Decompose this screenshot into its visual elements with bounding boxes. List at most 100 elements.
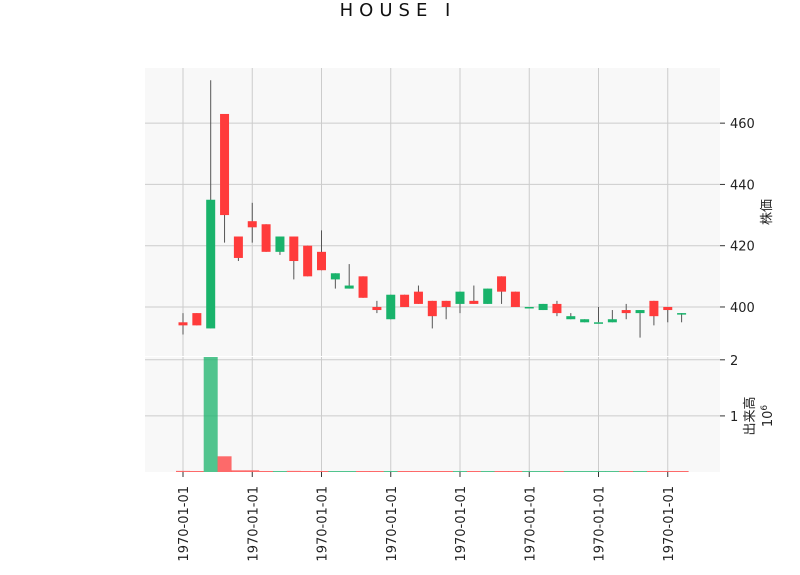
volume-tick-label: 2 xyxy=(730,354,738,369)
volume-bar xyxy=(439,471,454,472)
volume-bar xyxy=(466,471,481,472)
volume-bar xyxy=(259,471,274,472)
candle-body xyxy=(192,313,202,326)
x-tick-label: 1970-01-01 xyxy=(385,486,400,562)
candle-body xyxy=(566,316,576,320)
candle-body xyxy=(372,306,382,311)
volume-panel-background xyxy=(145,357,720,472)
x-tick-label: 1970-01-01 xyxy=(593,486,608,562)
volume-bar xyxy=(522,471,537,472)
volume-bars xyxy=(176,357,689,472)
volume-bar xyxy=(383,471,398,472)
volume-grid xyxy=(145,357,720,472)
volume-exponent-base: 10 xyxy=(761,411,776,428)
candle-body xyxy=(400,294,410,307)
candle-body xyxy=(441,300,451,307)
candle-body xyxy=(358,276,368,298)
price-axis-label: 株価 xyxy=(760,199,775,225)
volume-bar xyxy=(245,470,260,472)
volume-bar xyxy=(674,471,689,472)
volume-panel: 12 出来高 106 xyxy=(145,354,776,472)
candle-body xyxy=(594,322,603,324)
candle-body xyxy=(233,236,243,258)
volume-axis: 12 xyxy=(720,354,738,425)
x-axis: 1970-01-01 1970-01-01 1970-01-01 1970-01-01… xyxy=(177,472,677,562)
candle-body xyxy=(303,245,313,277)
x-tick-label: 1970-01-01 xyxy=(316,486,331,562)
volume-bar xyxy=(189,471,204,472)
volume-bar xyxy=(231,470,246,472)
candle-body xyxy=(552,303,562,314)
volume-tick-label: 1 xyxy=(730,410,738,425)
candles xyxy=(178,80,687,338)
volume-bar xyxy=(356,471,371,472)
volume-bar xyxy=(660,471,675,472)
price-tick-label: 460 xyxy=(730,117,755,132)
candle-body xyxy=(580,319,590,323)
volume-bar xyxy=(286,470,301,472)
candle-body xyxy=(510,291,520,307)
candle-body xyxy=(261,224,271,252)
price-panel: 400 420 440 460 株価 xyxy=(145,68,775,356)
price-tick-label: 420 xyxy=(730,240,755,255)
volume-bar xyxy=(480,471,495,472)
candle-body xyxy=(247,221,257,228)
chart-title: HOUSE I xyxy=(340,0,457,21)
candle-body xyxy=(621,310,631,314)
volume-bar xyxy=(328,471,343,472)
x-tick-label: 1970-01-01 xyxy=(662,486,677,562)
volume-bar xyxy=(397,471,412,472)
volume-bar xyxy=(342,471,357,472)
candle-body xyxy=(649,300,659,317)
price-axis: 400 420 440 460 xyxy=(720,117,755,316)
volume-bar xyxy=(272,471,287,472)
price-tick-label: 400 xyxy=(730,301,755,316)
volume-bar xyxy=(217,456,232,472)
volume-bar xyxy=(494,471,509,472)
candle-body xyxy=(178,322,188,326)
candle-body xyxy=(220,113,230,216)
candle-body xyxy=(289,236,299,262)
x-tick-label: 1970-01-01 xyxy=(454,486,469,562)
candle-body xyxy=(469,300,479,304)
volume-bar xyxy=(411,471,426,472)
x-tick-label: 1970-01-01 xyxy=(523,486,538,562)
volume-bar xyxy=(203,357,218,472)
volume-bar xyxy=(369,471,384,472)
volume-bar xyxy=(425,471,440,472)
volume-bar xyxy=(605,471,620,472)
volume-bar xyxy=(619,471,634,472)
candle-body xyxy=(344,285,354,289)
candle-body xyxy=(607,319,617,323)
volume-exponent-label: 106 xyxy=(760,405,776,428)
volume-bar xyxy=(646,471,661,472)
volume-exponent: 6 xyxy=(760,405,770,411)
candle-body xyxy=(317,251,326,271)
candle-body xyxy=(386,294,396,320)
volume-axis-label: 出来高 xyxy=(742,396,758,435)
volume-bar xyxy=(536,471,551,472)
x-tick-label: 1970-01-01 xyxy=(246,486,261,562)
price-tick-label: 440 xyxy=(730,178,755,193)
candle-body xyxy=(677,313,687,315)
candle-body xyxy=(524,306,534,309)
candle-body xyxy=(483,288,493,304)
volume-bar xyxy=(577,471,592,472)
volume-bar xyxy=(300,471,315,472)
candle-body xyxy=(427,300,437,317)
candle-body xyxy=(413,291,423,304)
candle-body xyxy=(275,236,285,252)
candle-body xyxy=(497,276,507,292)
volume-bar xyxy=(176,470,190,472)
volume-bar xyxy=(549,471,564,472)
volume-bar xyxy=(633,471,648,472)
price-grid xyxy=(145,68,720,356)
candle-body xyxy=(206,199,216,329)
volume-bar xyxy=(453,471,467,472)
volume-bar xyxy=(508,471,523,472)
candle-body xyxy=(455,291,465,304)
candle-body xyxy=(663,306,673,311)
volume-bar xyxy=(314,471,329,472)
candle-body xyxy=(330,273,340,280)
